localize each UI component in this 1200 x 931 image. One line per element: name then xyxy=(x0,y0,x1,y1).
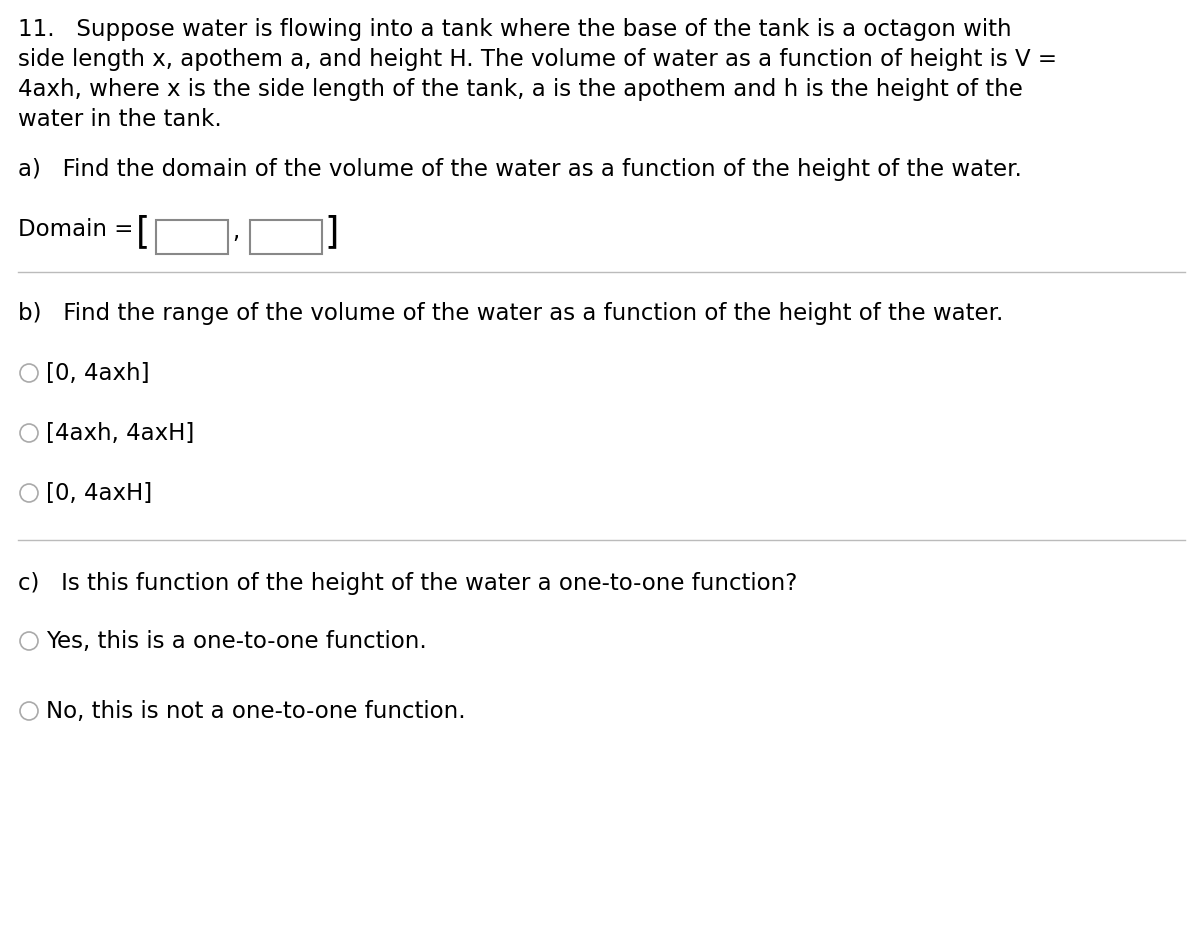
Text: a)   Find the domain of the volume of the water as a function of the height of t: a) Find the domain of the volume of the … xyxy=(18,158,1022,181)
Circle shape xyxy=(20,424,38,442)
Text: 11.   Suppose water is flowing into a tank where the base of the tank is a octag: 11. Suppose water is flowing into a tank… xyxy=(18,18,1012,41)
Text: Yes, this is a one-to-one function.: Yes, this is a one-to-one function. xyxy=(46,630,427,653)
Text: [0, 4axH]: [0, 4axH] xyxy=(46,482,152,505)
Circle shape xyxy=(20,364,38,382)
Text: [4axh, 4axH]: [4axh, 4axH] xyxy=(46,422,194,445)
Circle shape xyxy=(20,484,38,502)
Text: No, this is not a one-to-one function.: No, this is not a one-to-one function. xyxy=(46,700,466,723)
Circle shape xyxy=(20,632,38,650)
Text: c)   Is this function of the height of the water a one-to-one function?: c) Is this function of the height of the… xyxy=(18,572,797,595)
Text: ,: , xyxy=(232,220,239,243)
Text: 4axh, where x is the side length of the tank, a is the apothem and h is the heig: 4axh, where x is the side length of the … xyxy=(18,78,1022,101)
Text: [: [ xyxy=(136,214,150,251)
Text: Domain =: Domain = xyxy=(18,218,140,241)
Text: b)   Find the range of the volume of the water as a function of the height of th: b) Find the range of the volume of the w… xyxy=(18,302,1003,325)
Text: ]: ] xyxy=(324,214,338,251)
Text: [0, 4axh]: [0, 4axh] xyxy=(46,362,150,385)
Text: side length x, apothem a, and height H. The volume of water as a function of hei: side length x, apothem a, and height H. … xyxy=(18,48,1057,71)
FancyBboxPatch shape xyxy=(250,220,322,254)
Circle shape xyxy=(20,702,38,720)
Text: water in the tank.: water in the tank. xyxy=(18,108,222,131)
FancyBboxPatch shape xyxy=(156,220,228,254)
